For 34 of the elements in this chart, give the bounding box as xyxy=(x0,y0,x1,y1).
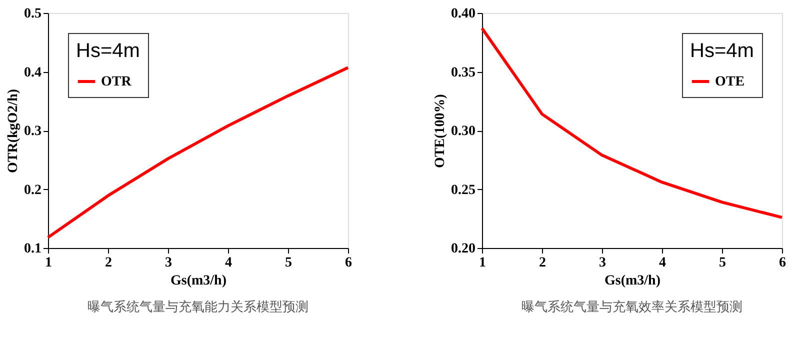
y-axis-title: OTE(100%) xyxy=(433,94,448,168)
legend-label: OTR xyxy=(101,74,132,90)
y-tick-label: 0.5 xyxy=(24,6,42,22)
x-tick-label: 1 xyxy=(45,256,52,270)
y-tick-label: 0.4 xyxy=(24,65,42,80)
x-tick-label: 4 xyxy=(659,256,666,270)
y-tick-label: 0.35 xyxy=(451,65,476,80)
legend-title: Hs=4m xyxy=(76,40,140,62)
text: 曝气系统气量与充氧能力关系模型预测 xyxy=(88,299,308,314)
x-tick-label: 2 xyxy=(105,256,112,270)
y-tick-label: 0.30 xyxy=(451,124,476,139)
line-series xyxy=(46,66,350,239)
x-tick-label: 2 xyxy=(539,256,546,270)
x-tick-label: 3 xyxy=(165,256,172,270)
x-tick-label: 1 xyxy=(479,256,486,270)
text: 曝气系统气量与充氧效率关系模型预测 xyxy=(522,299,742,314)
legend-title: Hs=4m xyxy=(690,40,754,62)
legend-label: OTE xyxy=(715,74,745,90)
x-tick-label: 6 xyxy=(345,256,352,270)
y-tick-label: 0.3 xyxy=(24,124,42,139)
y-tick-label: 0.40 xyxy=(451,6,476,22)
y-tick-label: 0.25 xyxy=(451,182,476,198)
y-tick-label: 0.1 xyxy=(24,242,42,256)
x-tick-label: 6 xyxy=(779,256,786,270)
y-tick-label: 0.20 xyxy=(451,242,476,256)
x-tick-label: 5 xyxy=(719,256,726,270)
y-axis-title: OTR(kgO2/h) xyxy=(6,88,21,174)
x-tick-label: 5 xyxy=(285,256,292,270)
x-axis-title: Gs(m3/h) xyxy=(170,274,227,288)
line-series xyxy=(480,26,784,219)
x-tick-label: 3 xyxy=(599,256,606,270)
x-tick-label: 4 xyxy=(225,256,232,270)
y-tick-label: 0.2 xyxy=(24,182,42,198)
x-axis-title: Gs(m3/h) xyxy=(604,274,661,288)
